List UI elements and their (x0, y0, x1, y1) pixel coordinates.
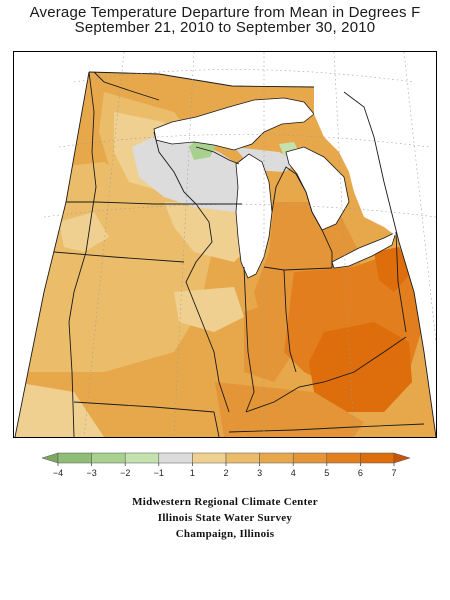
legend-tick-label: −1 (154, 468, 164, 478)
legend-tick-label: 3 (257, 468, 262, 478)
lake-michigan (235, 153, 273, 279)
legend-tick-label: −2 (120, 468, 130, 478)
legend-bin (360, 452, 395, 464)
legend-bin (259, 452, 294, 464)
legend-tick-label: 1 (190, 468, 195, 478)
state-borders (14, 71, 436, 437)
temperature-departure-map (13, 51, 437, 438)
great-lakes (153, 87, 436, 279)
legend-bin (292, 452, 328, 464)
legend-tick-label: −4 (53, 468, 63, 478)
legend-bin (124, 452, 160, 464)
legend-bin-arrow-high (393, 452, 411, 464)
credit-survey: Illinois State Water Survey (157, 512, 293, 524)
legend-bin (326, 452, 361, 464)
legend-color-bar (41, 452, 411, 464)
legend-tick-label: 2 (223, 468, 228, 478)
date-range-subtitle: September 21, 2010 to September 30, 2010 (74, 19, 376, 36)
legend-tick-label: −3 (86, 468, 96, 478)
legend-tick-label: 4 (291, 468, 296, 478)
legend-bin-arrow-low (41, 452, 59, 464)
credit-location: Champaign, Illinois (175, 528, 275, 540)
color-legend: −4 −3 −2 −1 1 2 3 4 5 6 7 (41, 452, 411, 478)
graticule (43, 52, 436, 437)
legend-bin (225, 452, 260, 464)
legend-bin (158, 452, 193, 464)
map-canvas (14, 52, 436, 437)
map-title: Average Temperature Departure from Mean … (29, 4, 421, 21)
legend-tick-label: 5 (324, 468, 329, 478)
legend-bin (192, 452, 227, 464)
legend-bin (91, 452, 126, 464)
lake-erie (331, 231, 397, 269)
legend-tick-label: 6 (358, 468, 363, 478)
legend-tick-labels: −4 −3 −2 −1 1 2 3 4 5 6 7 (53, 463, 397, 478)
lake-huron (285, 146, 350, 231)
lake-superior (153, 97, 315, 151)
canada-north (314, 87, 436, 252)
credit-organization: Midwestern Regional Climate Center (132, 496, 318, 508)
legend-tick-label: 7 (391, 468, 396, 478)
legend-bin (57, 452, 92, 464)
